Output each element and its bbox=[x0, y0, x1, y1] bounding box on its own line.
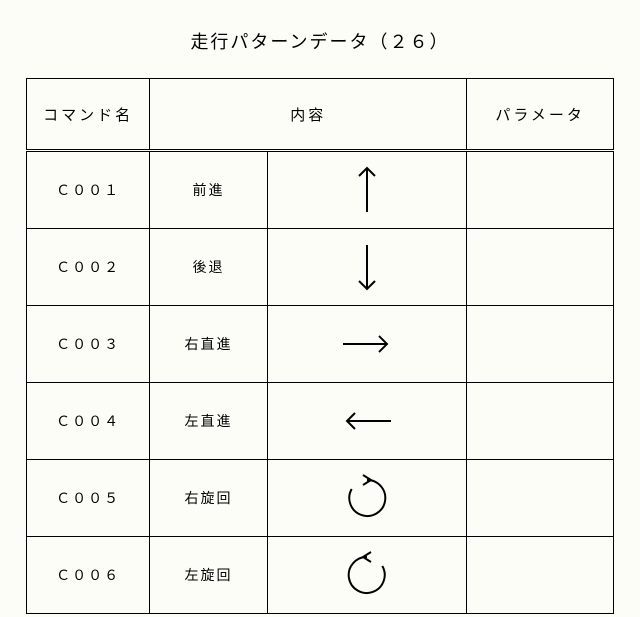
cell-parameter bbox=[467, 151, 614, 229]
page: 走行パターンデータ（２６） コマンド名 内容 パラメータ Ｃ００１前進 Ｃ００２… bbox=[0, 0, 640, 617]
table-row: Ｃ００６左旋回 bbox=[27, 537, 614, 614]
cell-command: Ｃ００６ bbox=[27, 537, 150, 614]
cell-desc: 右旋回 bbox=[150, 460, 267, 537]
cell-command: Ｃ００２ bbox=[27, 229, 150, 306]
table-row: Ｃ００５右旋回 bbox=[27, 460, 614, 537]
arrow-left-icon bbox=[267, 383, 467, 460]
cell-parameter bbox=[467, 460, 614, 537]
header-parameter: パラメータ bbox=[467, 79, 614, 151]
arrow-down-icon bbox=[267, 229, 467, 306]
cell-desc: 左直進 bbox=[150, 383, 267, 460]
pattern-table: コマンド名 内容 パラメータ Ｃ００１前進 Ｃ００２後退 Ｃ００３右直進 Ｃ００… bbox=[26, 78, 614, 614]
header-content: 内容 bbox=[150, 79, 467, 151]
header-command: コマンド名 bbox=[27, 79, 150, 151]
cell-command: Ｃ００５ bbox=[27, 460, 150, 537]
cell-desc: 後退 bbox=[150, 229, 267, 306]
cell-parameter bbox=[467, 383, 614, 460]
rotate-cw-icon bbox=[267, 460, 467, 537]
cell-parameter bbox=[467, 306, 614, 383]
arrow-up-icon bbox=[267, 151, 467, 229]
page-title: 走行パターンデータ（２６） bbox=[0, 28, 640, 54]
arrow-right-icon bbox=[267, 306, 467, 383]
cell-parameter bbox=[467, 537, 614, 614]
pattern-table-wrap: コマンド名 内容 パラメータ Ｃ００１前進 Ｃ００２後退 Ｃ００３右直進 Ｃ００… bbox=[26, 78, 614, 614]
table-row: Ｃ００２後退 bbox=[27, 229, 614, 306]
rotate-ccw-icon bbox=[267, 537, 467, 614]
cell-command: Ｃ００４ bbox=[27, 383, 150, 460]
table-row: Ｃ００４左直進 bbox=[27, 383, 614, 460]
cell-desc: 前進 bbox=[150, 151, 267, 229]
cell-desc: 右直進 bbox=[150, 306, 267, 383]
table-row: Ｃ００１前進 bbox=[27, 151, 614, 229]
cell-parameter bbox=[467, 229, 614, 306]
table-row: Ｃ００３右直進 bbox=[27, 306, 614, 383]
cell-command: Ｃ００３ bbox=[27, 306, 150, 383]
cell-command: Ｃ００１ bbox=[27, 151, 150, 229]
cell-desc: 左旋回 bbox=[150, 537, 267, 614]
table-header-row: コマンド名 内容 パラメータ bbox=[27, 79, 614, 151]
